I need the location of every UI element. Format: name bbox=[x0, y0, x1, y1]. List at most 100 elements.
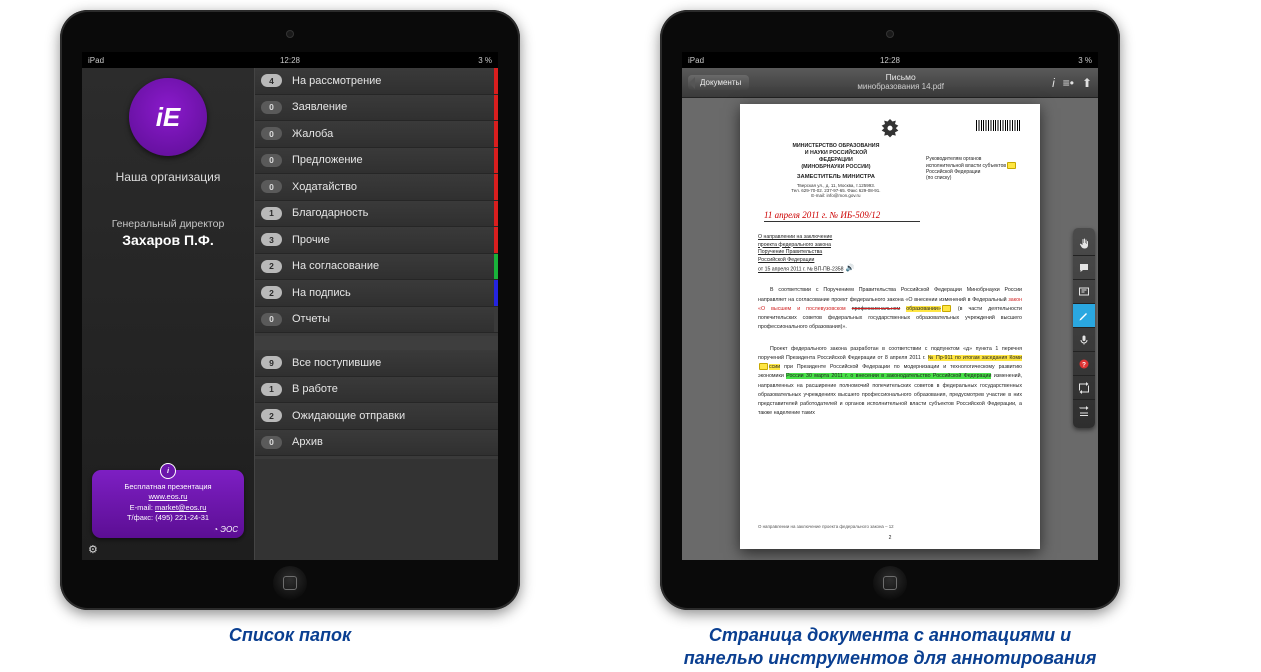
menu-icon[interactable]: ≡• bbox=[1063, 76, 1074, 90]
clock-label: 12:28 bbox=[280, 56, 300, 65]
ipad-right: iPad 12:28 3 % Документы Письмо минобраз… bbox=[660, 10, 1120, 610]
annotation-toolbar: ? bbox=[1073, 228, 1095, 428]
text-tool[interactable] bbox=[1073, 280, 1095, 304]
folder-count-badge: 2 bbox=[261, 260, 282, 273]
pen-tool[interactable] bbox=[1073, 304, 1095, 328]
folder-row[interactable]: 0 Ходатайство bbox=[255, 174, 498, 201]
info-phone: (495) 221-24-31 bbox=[155, 513, 209, 522]
battery-label: 3 % bbox=[478, 56, 492, 65]
folder-color-stripe bbox=[494, 254, 498, 280]
folder-list: 4 На рассмотрение 0 Заявление 0 Жалоба 0Предло… bbox=[254, 68, 498, 560]
folder-count-badge: 1 bbox=[261, 207, 282, 220]
doc-title: Письмо минобразования 14.pdf bbox=[749, 73, 1052, 91]
folder-count-badge: 0 bbox=[261, 154, 282, 167]
info-line1: Бесплатная презентация bbox=[124, 482, 211, 491]
home-button[interactable] bbox=[873, 566, 907, 600]
folder-label: В работе bbox=[292, 383, 338, 395]
folder-row[interactable]: 9Все поступившие bbox=[255, 350, 498, 377]
hand-tool[interactable] bbox=[1073, 232, 1095, 256]
folder-row[interactable]: 2 На согласование bbox=[255, 254, 498, 281]
list-tool[interactable] bbox=[1073, 400, 1095, 424]
doc-paragraph-2: Проект федерального закона разработан в … bbox=[758, 345, 1022, 419]
folder-label: На согласование bbox=[292, 260, 379, 272]
info-icon[interactable]: i bbox=[1052, 76, 1055, 90]
home-button[interactable] bbox=[273, 566, 307, 600]
comment-tool[interactable] bbox=[1073, 256, 1095, 280]
folder-label: Благодарность bbox=[292, 207, 368, 219]
folder-count-badge: 0 bbox=[261, 127, 282, 140]
doc-footnote: О направлении на заключение проекта феде… bbox=[758, 524, 894, 529]
folder-row[interactable]: 4 На рассмотрение bbox=[255, 68, 498, 95]
share-icon[interactable]: ⬆ bbox=[1082, 76, 1092, 90]
folder-row[interactable]: 0Предложение bbox=[255, 148, 498, 175]
status-bar: iPad 12:28 3 % bbox=[82, 52, 498, 68]
clock-label: 12:28 bbox=[880, 56, 900, 65]
settings-icon[interactable]: ⚙ bbox=[88, 543, 98, 556]
carrier-label: iPad bbox=[688, 56, 704, 65]
folder-label: Ходатайство bbox=[292, 181, 357, 193]
doc-subject: О направлении на заключение проекта феде… bbox=[758, 234, 1022, 274]
sticky-note-icon bbox=[1007, 162, 1016, 169]
folder-color-stripe bbox=[494, 227, 498, 253]
folder-label: Ожидающие отправки bbox=[292, 410, 405, 422]
doc-topbar: Документы Письмо минобразования 14.pdf i… bbox=[682, 68, 1098, 98]
folder-count-badge: 3 bbox=[261, 233, 282, 246]
side-panel: iE Наша организация Генеральный директор… bbox=[82, 68, 254, 560]
folder-count-badge: 2 bbox=[261, 286, 282, 299]
folder-row[interactable]: 2 На подпись bbox=[255, 280, 498, 307]
folder-color-stripe bbox=[494, 95, 498, 121]
status-bar: iPad 12:28 3 % bbox=[682, 52, 1098, 68]
org-name: Наша организация bbox=[116, 170, 221, 184]
folder-row[interactable]: 1 Благодарность bbox=[255, 201, 498, 228]
goto-tool[interactable] bbox=[1073, 376, 1095, 400]
folder-row[interactable]: 0 Жалоба bbox=[255, 121, 498, 148]
folder-label: Отчеты bbox=[292, 313, 330, 325]
back-button[interactable]: Документы bbox=[688, 75, 749, 90]
folder-label: Архив bbox=[292, 436, 323, 448]
folder-color-stripe bbox=[494, 201, 498, 227]
doc-viewport[interactable]: МИНИСТЕРСТВО ОБРАЗОВАНИЯ И НАУКИ РОССИЙС… bbox=[682, 98, 1098, 560]
battery-label: 3 % bbox=[1078, 56, 1092, 65]
folder-row[interactable]: 0Отчеты bbox=[255, 307, 498, 334]
folder-color-stripe bbox=[494, 68, 498, 94]
ipad-left: iPad 12:28 3 % iE Наша организация Генер… bbox=[60, 10, 520, 610]
info-card[interactable]: i Бесплатная презентация www.eos.ru E-ma… bbox=[92, 470, 244, 539]
folder-count-badge: 0 bbox=[261, 101, 282, 114]
folder-label: На подпись bbox=[292, 287, 351, 299]
folder-label: Все поступившие bbox=[292, 357, 381, 369]
info-link[interactable]: www.eos.ru bbox=[98, 491, 238, 502]
sticky-note-icon bbox=[942, 305, 951, 312]
user-name: Захаров П.Ф. bbox=[112, 232, 225, 248]
page-number: 2 bbox=[889, 535, 892, 541]
folder-row[interactable]: 1 В работе bbox=[255, 377, 498, 404]
folder-color-stripe bbox=[494, 307, 498, 333]
folder-label: На рассмотрение bbox=[292, 75, 381, 87]
user-role: Генеральный директор bbox=[112, 218, 225, 230]
folder-label: Жалоба bbox=[292, 128, 333, 140]
folder-row[interactable]: 0 Архив bbox=[255, 430, 498, 457]
folder-count-badge: 0 bbox=[261, 180, 282, 193]
folder-row[interactable]: 0 Заявление bbox=[255, 95, 498, 122]
folder-count-badge: 0 bbox=[261, 436, 282, 449]
info-email[interactable]: market@eos.ru bbox=[155, 503, 206, 512]
doc-ministry: МИНИСТЕРСТВО ОБРАЗОВАНИЯ И НАУКИ РОССИЙС… bbox=[762, 143, 910, 181]
folder-count-badge: 2 bbox=[261, 409, 282, 422]
doc-recipient: Руководителям органов исполнительной вла… bbox=[926, 156, 1020, 181]
mic-tool[interactable] bbox=[1073, 328, 1095, 352]
folder-color-stripe bbox=[494, 280, 498, 306]
folder-count-badge: 1 bbox=[261, 383, 282, 396]
folder-row[interactable]: 3Прочие bbox=[255, 227, 498, 254]
info-icon: i bbox=[160, 463, 176, 479]
folder-row[interactable]: 2 Ожидающие отправки bbox=[255, 403, 498, 430]
folder-count-badge: 4 bbox=[261, 74, 282, 87]
folder-color-stripe bbox=[494, 174, 498, 200]
document-page: МИНИСТЕРСТВО ОБРАЗОВАНИЯ И НАУКИ РОССИЙС… bbox=[740, 104, 1040, 549]
folder-color-stripe bbox=[494, 148, 498, 174]
help-tool[interactable]: ? bbox=[1073, 352, 1095, 376]
doc-paragraph-1: В соответствии с Поручением Правительств… bbox=[758, 286, 1022, 332]
folder-label: Заявление bbox=[292, 101, 347, 113]
sticky-note-icon bbox=[759, 363, 768, 370]
info-phone-label: Т/факс: bbox=[127, 513, 153, 522]
caption-right: Страница документа с аннотациями и панел… bbox=[684, 624, 1097, 671]
audio-note-icon[interactable]: 🔊 bbox=[845, 264, 854, 274]
